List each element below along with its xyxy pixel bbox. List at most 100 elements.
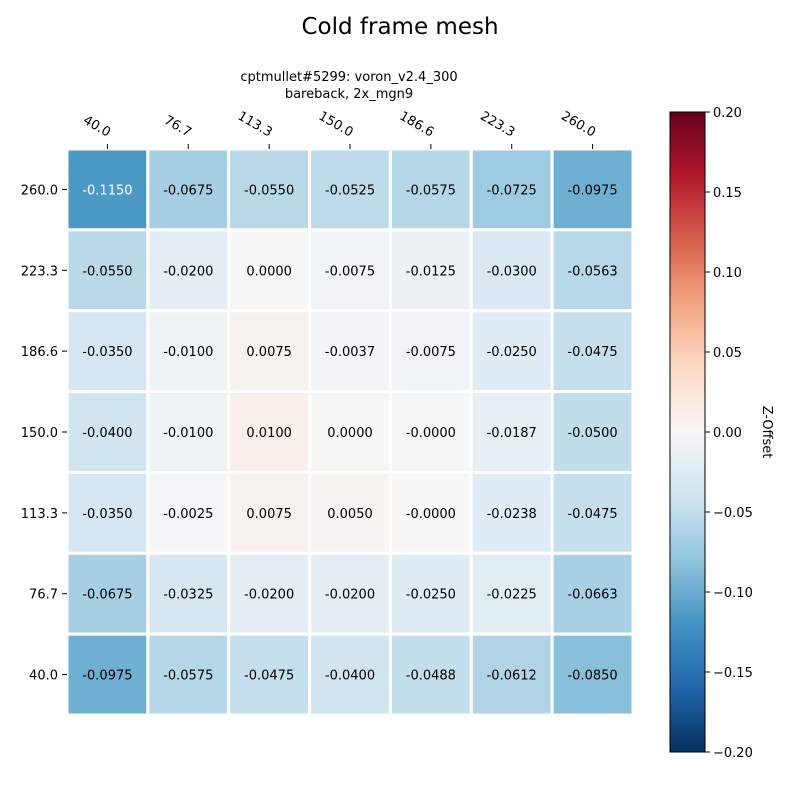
x-tick-label: 113.3 <box>235 109 275 141</box>
heatmap-cell: -0.0325 <box>146 551 231 636</box>
cell-value-label: -0.0100 <box>163 426 213 441</box>
heatmap-cell: -0.0100 <box>146 390 231 474</box>
cell-value-label: -0.0000 <box>406 507 456 522</box>
heatmap-cell-rect <box>227 228 312 313</box>
heatmap-cell-rect <box>469 470 554 555</box>
cell-value-label: -0.0025 <box>163 507 213 522</box>
heatmap-cell: -0.0488 <box>388 632 473 717</box>
cell-value-label: -0.0250 <box>487 345 537 360</box>
cell-value-label: -0.0575 <box>406 183 456 198</box>
heatmap-cell: -0.0550 <box>65 228 150 313</box>
heatmap-cell: -0.0850 <box>550 632 635 717</box>
colorbar: 0.20 0.15 0.10 0.05 0.00 −0.05 −0.10 −0.15 −0.20… <box>669 106 774 761</box>
chart-subtitle-line-2: bareback, 2x_mgn9 <box>285 87 413 102</box>
colorbar-tick-label: 0.05 <box>713 346 742 361</box>
chart-title: Cold frame mesh <box>301 14 498 40</box>
heatmap-cell: -0.0075 <box>308 228 392 313</box>
x-tick-label: 186.6 <box>397 109 437 141</box>
cell-value-label: 0.0050 <box>327 507 373 522</box>
cell-value-label: -0.0000 <box>406 426 456 441</box>
cell-value-label: -0.0125 <box>406 264 456 279</box>
heatmap-cell-rect <box>65 470 150 555</box>
colorbar-tick-label: −0.05 <box>713 506 753 521</box>
heatmap-cells: -0.1150 -0.0675 -0.0550 -0.0525 -0.0575 -0.07… <box>65 147 635 717</box>
colorbar-label: Z-Offset <box>759 406 774 459</box>
x-tick-label: 40.0 <box>80 113 113 140</box>
heatmap-cell: -0.0475 <box>227 632 312 717</box>
heatmap-cell: 0.0075 <box>227 470 312 555</box>
heatmap-cell: -0.0725 <box>469 147 554 232</box>
y-tick-label: 40.0 <box>29 669 58 684</box>
colorbar-tick-label: 0.20 <box>713 106 742 121</box>
cell-value-label: -0.0525 <box>325 183 375 198</box>
cell-value-label: -0.0200 <box>244 588 294 603</box>
cell-value-label: -0.0100 <box>163 345 213 360</box>
cell-value-label: -0.0575 <box>163 669 213 684</box>
heatmap-cell: 0.0000 <box>227 228 312 313</box>
cell-value-label: -0.0037 <box>325 345 375 360</box>
heatmap-cell: -0.0100 <box>146 309 231 394</box>
colorbar-tick-label: −0.20 <box>713 746 753 761</box>
heatmap-cell: -0.0663 <box>550 551 635 636</box>
y-tick-label: 150.0 <box>21 426 58 441</box>
heatmap-cell-rect <box>227 390 312 474</box>
cell-value-label: -0.0663 <box>567 588 617 603</box>
heatmap-cell: -0.0000 <box>388 470 473 555</box>
heatmap-cell-rect <box>550 147 635 232</box>
heatmap-cell: -0.0037 <box>308 309 392 394</box>
cell-value-label: 0.0000 <box>327 426 373 441</box>
y-tick-label: 186.6 <box>21 345 58 360</box>
heatmap-cell: -0.0475 <box>550 470 635 555</box>
heatmap-cell: 0.0000 <box>308 390 392 474</box>
cell-value-label: -0.0400 <box>82 426 132 441</box>
heatmap-cell: -0.0400 <box>65 390 150 474</box>
x-tick-label: 260.0 <box>558 109 598 141</box>
cell-value-label: -0.0075 <box>325 264 375 279</box>
heatmap-cell: -0.0025 <box>146 470 231 555</box>
cell-value-label: -0.0250 <box>406 588 456 603</box>
cell-value-label: -0.0238 <box>487 507 537 522</box>
heatmap-cell: -0.1150 <box>65 147 150 232</box>
heatmap-cell: -0.0400 <box>308 632 392 717</box>
heatmap-cell: -0.0250 <box>388 551 473 636</box>
heatmap-cell: 0.0075 <box>227 309 312 394</box>
cell-value-label: -0.0725 <box>487 183 537 198</box>
colorbar-gradient <box>669 111 706 753</box>
x-tick-label: 76.7 <box>161 113 194 140</box>
cell-value-label: -0.0475 <box>244 669 294 684</box>
heatmap-cell: 0.0100 <box>227 390 312 474</box>
y-tick-label: 76.7 <box>29 588 58 603</box>
heatmap-cell: -0.0200 <box>308 551 392 636</box>
cell-value-label: -0.0475 <box>567 507 617 522</box>
cell-value-label: -0.0488 <box>406 669 456 684</box>
heatmap-cell-rect <box>388 632 473 717</box>
heatmap-cell: -0.0525 <box>308 147 392 232</box>
cell-value-label: -0.0400 <box>325 669 375 684</box>
colorbar-tick-label: −0.10 <box>713 586 753 601</box>
cell-value-label: -0.1150 <box>82 183 132 198</box>
heatmap-cell: -0.0187 <box>469 390 554 474</box>
heatmap-cell: -0.0200 <box>146 228 231 313</box>
heatmap-cell: -0.0975 <box>65 632 150 717</box>
x-tick-label: 150.0 <box>316 109 356 141</box>
heatmap-cell: -0.0612 <box>469 632 554 717</box>
cell-value-label: 0.0075 <box>246 345 292 360</box>
cell-value-label: -0.0550 <box>82 264 132 279</box>
heatmap-cell: -0.0675 <box>65 551 150 636</box>
heatmap-cell-rect <box>550 390 635 474</box>
heatmap-cell: -0.0075 <box>388 309 473 394</box>
x-axis-ticks: 40.0 76.7 113.3 150.0 186.6 223.3 260.0 <box>80 109 598 149</box>
cell-value-label: -0.0300 <box>487 264 537 279</box>
heatmap-cell: -0.0300 <box>469 228 554 313</box>
cell-value-label: -0.0675 <box>163 183 213 198</box>
heatmap-cell: -0.0500 <box>550 390 635 474</box>
cell-value-label: -0.0612 <box>487 669 537 684</box>
heatmap-cell: -0.0000 <box>388 390 473 474</box>
heatmap-cell-rect <box>388 309 473 394</box>
heatmap-cell: -0.0575 <box>388 147 473 232</box>
heatmap-cell: -0.0563 <box>550 228 635 313</box>
heatmap-cell-rect <box>308 228 392 313</box>
cell-value-label: -0.0975 <box>82 669 132 684</box>
heatmap-cell-rect <box>550 632 635 717</box>
